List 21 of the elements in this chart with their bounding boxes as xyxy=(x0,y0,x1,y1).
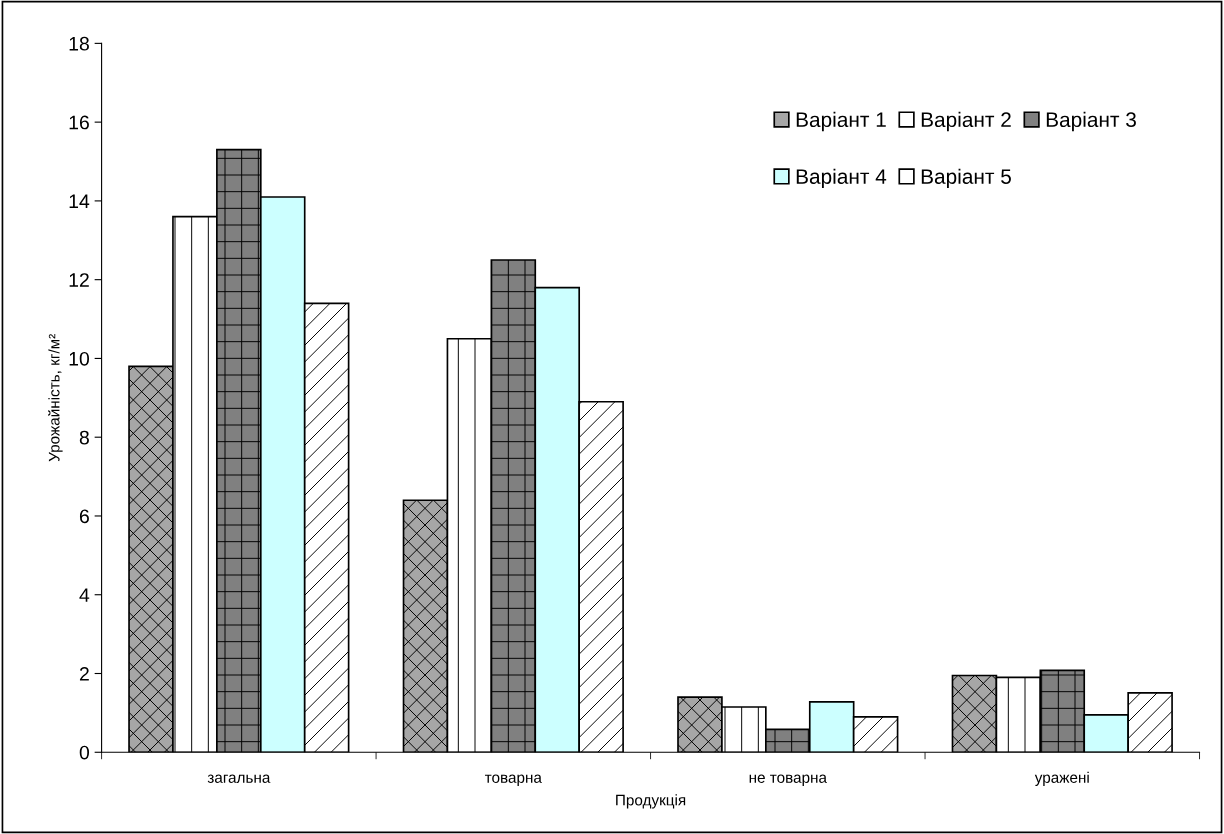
y-tick-label: 0 xyxy=(79,745,90,760)
y-axis-title: Урожайність, кг/м² xyxy=(48,334,63,462)
x-tick-label: загальна xyxy=(207,774,271,783)
y-tick-label: 10 xyxy=(69,351,90,366)
y-tick-label: 18 xyxy=(69,36,89,51)
x-tick-label: товарна xyxy=(484,774,542,786)
y-tick-label: 16 xyxy=(69,115,89,130)
y-tick-label: 4 xyxy=(79,588,90,602)
legend-label: Варіант 1 xyxy=(796,111,886,132)
y-tick-label: 2 xyxy=(79,666,89,681)
y-tick-label: 12 xyxy=(69,273,89,287)
x-axis-title: Продукція xyxy=(616,794,686,809)
legend-label: Варіант 4 xyxy=(796,168,887,189)
y-tick-label: 14 xyxy=(69,194,90,208)
legend-label: Варіант 5 xyxy=(921,168,1011,189)
x-tick-label: уражені xyxy=(1034,771,1089,786)
legend-label: Варіант 3 xyxy=(1046,111,1136,132)
y-tick-label: 6 xyxy=(79,509,89,524)
legend-label: Варіант 2 xyxy=(921,111,1011,132)
y-tick-label: 8 xyxy=(79,430,89,445)
x-tick-label: не товарна xyxy=(749,774,827,786)
